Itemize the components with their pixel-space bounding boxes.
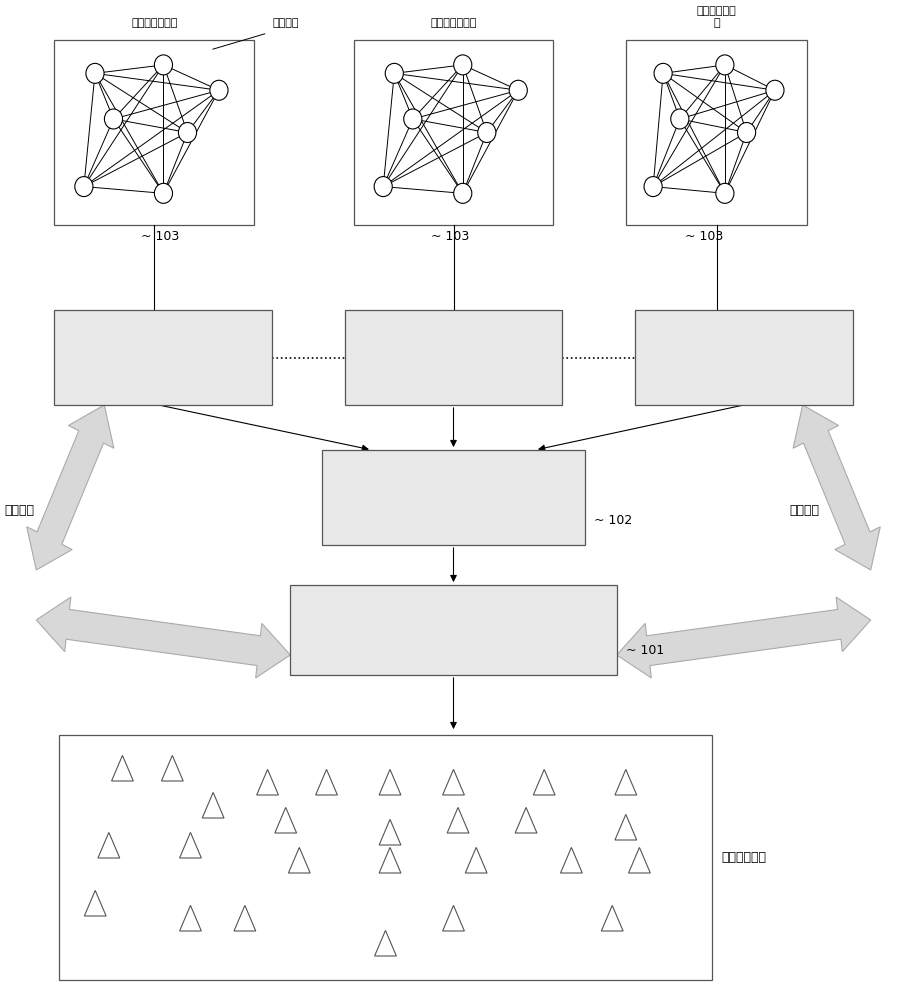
Text: 各非共识节点: 各非共识节点 bbox=[721, 851, 766, 864]
Circle shape bbox=[385, 63, 404, 83]
Text: 联盟区块链网络: 联盟区块链网络 bbox=[131, 18, 178, 28]
Circle shape bbox=[210, 80, 228, 100]
Polygon shape bbox=[98, 832, 120, 858]
Text: 路由协议: 路由协议 bbox=[5, 504, 34, 516]
Polygon shape bbox=[379, 819, 401, 845]
Circle shape bbox=[654, 63, 672, 83]
Text: ~ 101: ~ 101 bbox=[626, 644, 664, 656]
Polygon shape bbox=[375, 930, 396, 956]
Circle shape bbox=[104, 109, 122, 129]
Bar bbox=[354, 40, 553, 225]
Circle shape bbox=[509, 80, 527, 100]
Text: 共识子系统: 共识子系统 bbox=[723, 351, 765, 364]
Text: ~ 103: ~ 103 bbox=[685, 230, 723, 243]
FancyBboxPatch shape bbox=[345, 310, 562, 405]
Polygon shape bbox=[443, 769, 464, 795]
Circle shape bbox=[766, 80, 784, 100]
Circle shape bbox=[154, 55, 172, 75]
Text: 联盟区块链网
络: 联盟区块链网 络 bbox=[697, 6, 736, 28]
Polygon shape bbox=[561, 847, 582, 873]
Bar bbox=[54, 40, 254, 225]
Polygon shape bbox=[112, 755, 133, 781]
Polygon shape bbox=[793, 405, 881, 570]
Polygon shape bbox=[288, 847, 310, 873]
Polygon shape bbox=[316, 769, 337, 795]
Bar bbox=[626, 40, 807, 225]
Polygon shape bbox=[26, 405, 114, 570]
FancyBboxPatch shape bbox=[322, 450, 585, 545]
Polygon shape bbox=[533, 769, 555, 795]
Circle shape bbox=[454, 183, 472, 203]
Text: 共识节点: 共识节点 bbox=[272, 18, 298, 28]
Polygon shape bbox=[257, 769, 278, 795]
Bar bbox=[59, 735, 712, 980]
Text: ~ 103: ~ 103 bbox=[431, 230, 469, 243]
Circle shape bbox=[154, 183, 172, 203]
Polygon shape bbox=[379, 769, 401, 795]
Polygon shape bbox=[617, 597, 871, 678]
Circle shape bbox=[671, 109, 689, 129]
Circle shape bbox=[478, 122, 496, 142]
FancyBboxPatch shape bbox=[290, 585, 617, 675]
Polygon shape bbox=[465, 847, 487, 873]
Text: 非共识子系统: 非共识子系统 bbox=[428, 623, 479, 637]
Text: ~ 102: ~ 102 bbox=[594, 514, 632, 526]
Polygon shape bbox=[515, 807, 537, 833]
Circle shape bbox=[644, 177, 662, 197]
Polygon shape bbox=[615, 769, 637, 795]
Circle shape bbox=[737, 122, 756, 142]
Circle shape bbox=[716, 183, 734, 203]
Text: 配置中心: 配置中心 bbox=[437, 490, 470, 504]
Polygon shape bbox=[601, 905, 623, 931]
Text: 共识子系统: 共识子系统 bbox=[433, 351, 474, 364]
Polygon shape bbox=[379, 847, 401, 873]
Circle shape bbox=[716, 55, 734, 75]
Circle shape bbox=[404, 109, 422, 129]
Polygon shape bbox=[180, 832, 201, 858]
FancyBboxPatch shape bbox=[54, 310, 272, 405]
Polygon shape bbox=[275, 807, 297, 833]
Circle shape bbox=[454, 55, 472, 75]
Polygon shape bbox=[84, 890, 106, 916]
Text: ~ 103: ~ 103 bbox=[141, 230, 179, 243]
FancyBboxPatch shape bbox=[635, 310, 853, 405]
Polygon shape bbox=[161, 755, 183, 781]
Circle shape bbox=[86, 63, 104, 83]
Text: 联盟区块链网络: 联盟区块链网络 bbox=[430, 18, 477, 28]
Polygon shape bbox=[447, 807, 469, 833]
Polygon shape bbox=[234, 905, 256, 931]
Polygon shape bbox=[443, 905, 464, 931]
Polygon shape bbox=[36, 597, 290, 678]
Circle shape bbox=[179, 122, 197, 142]
Polygon shape bbox=[180, 905, 201, 931]
Polygon shape bbox=[202, 792, 224, 818]
Circle shape bbox=[74, 177, 93, 197]
Polygon shape bbox=[615, 814, 637, 840]
Circle shape bbox=[374, 177, 392, 197]
Text: 路由协议: 路由协议 bbox=[789, 504, 819, 516]
Text: 共识子系统: 共识子系统 bbox=[142, 351, 184, 364]
Polygon shape bbox=[629, 847, 650, 873]
